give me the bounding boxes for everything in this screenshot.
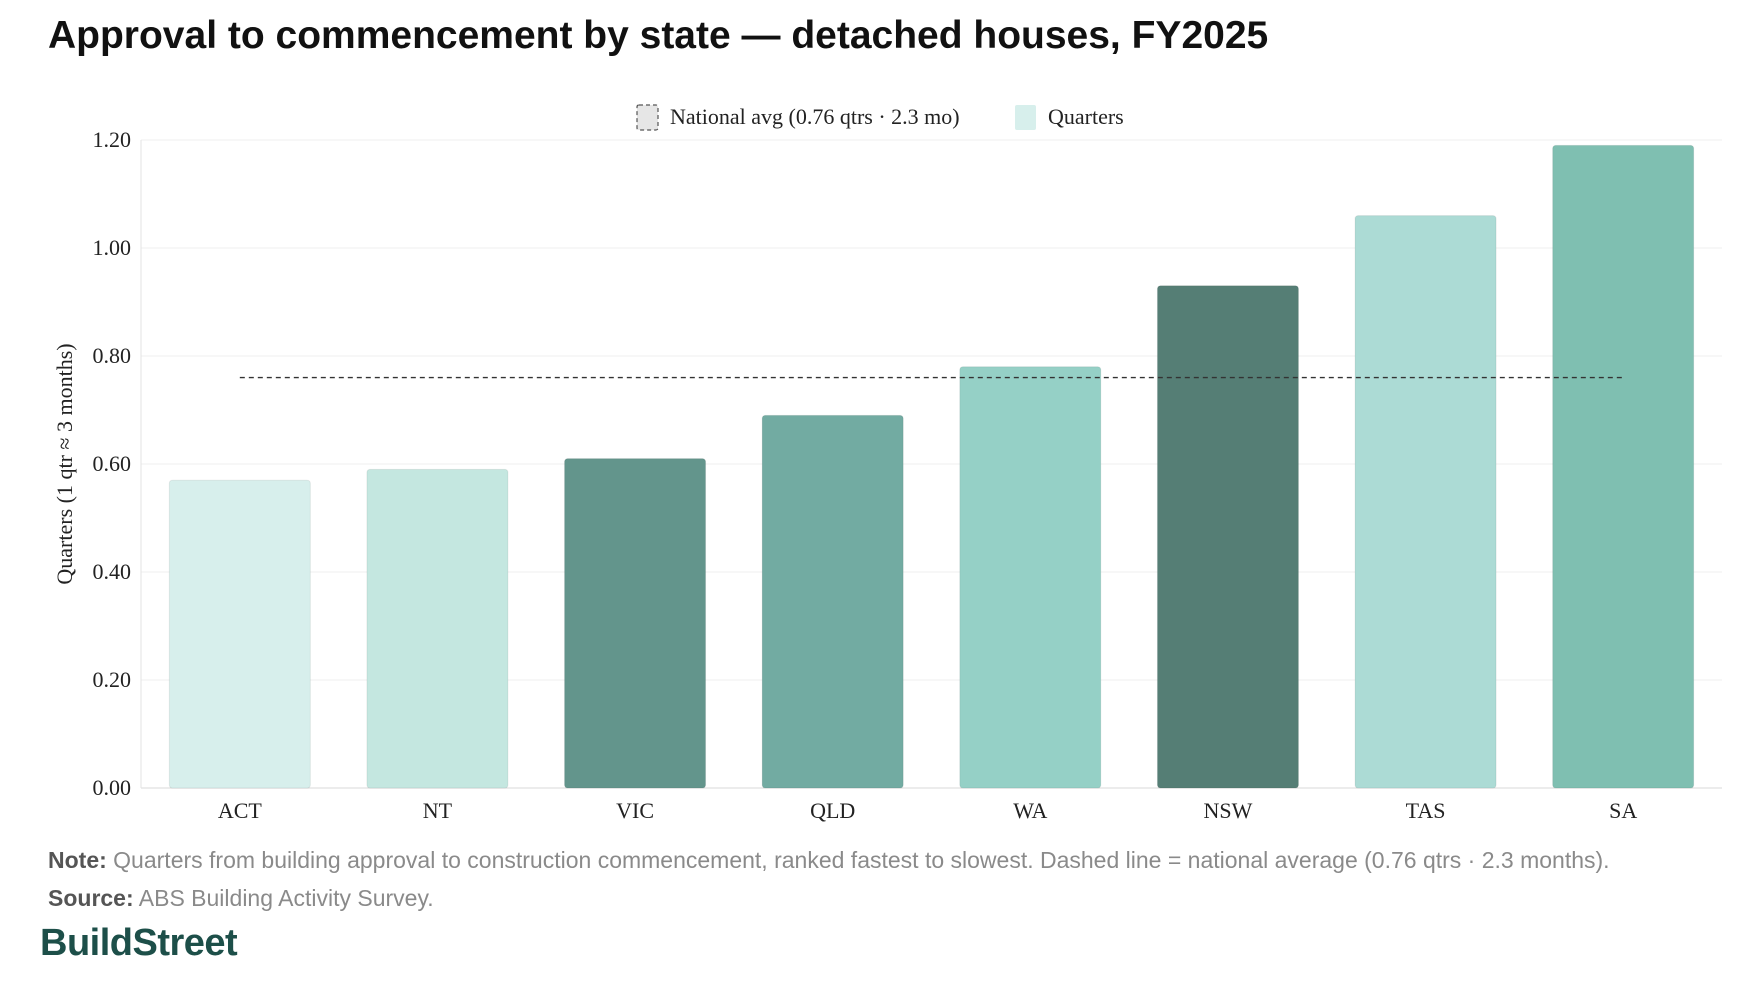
y-tick-label: 0.80 — [93, 343, 132, 368]
y-tick-label: 0.20 — [93, 667, 132, 692]
legend-swatch-quarters — [1015, 105, 1036, 130]
x-tick-label: VIC — [616, 798, 654, 823]
bar-nt — [366, 468, 509, 789]
legend-label-quarters: Quarters — [1048, 104, 1124, 129]
bar-vic — [564, 458, 707, 789]
bar-wa — [959, 366, 1102, 789]
x-tick-label: ACT — [218, 798, 263, 823]
bar-nsw — [1156, 285, 1299, 789]
bar-act — [168, 479, 311, 789]
legend-label-national-avg: National avg (0.76 qtrs · 2.3 mo) — [670, 104, 960, 129]
y-tick-label: 1.20 — [93, 127, 132, 152]
x-tick-label: WA — [1013, 798, 1047, 823]
x-tick-label: NSW — [1203, 798, 1252, 823]
note-text: Quarters from building approval to const… — [113, 847, 1610, 873]
source-label: Source: — [48, 885, 134, 911]
y-axis-label: Quarters (1 qtr ≈ 3 months) — [52, 343, 77, 584]
x-tick-label: NT — [423, 798, 453, 823]
y-tick-label: 1.00 — [93, 235, 132, 260]
chart-source: Source: ABS Building Activity Survey. — [48, 885, 434, 912]
brand-logo: BuildStreet — [40, 922, 238, 964]
chart-note: Note: Quarters from building approval to… — [48, 847, 1610, 874]
note-label: Note: — [48, 847, 107, 873]
bar-qld — [761, 414, 904, 789]
bar-tas — [1354, 215, 1497, 789]
bar-sa — [1552, 144, 1695, 789]
legend-swatch-national-avg — [636, 104, 659, 131]
y-tick-label: 0.40 — [93, 559, 132, 584]
x-tick-label: TAS — [1406, 798, 1446, 823]
chart-title: Approval to commencement by state — deta… — [48, 14, 1269, 57]
source-text: ABS Building Activity Survey. — [138, 885, 434, 911]
y-tick-label: 0.00 — [93, 775, 132, 800]
y-tick-label: 0.60 — [93, 451, 132, 476]
x-tick-label: SA — [1609, 798, 1637, 823]
x-tick-label: QLD — [810, 798, 855, 823]
